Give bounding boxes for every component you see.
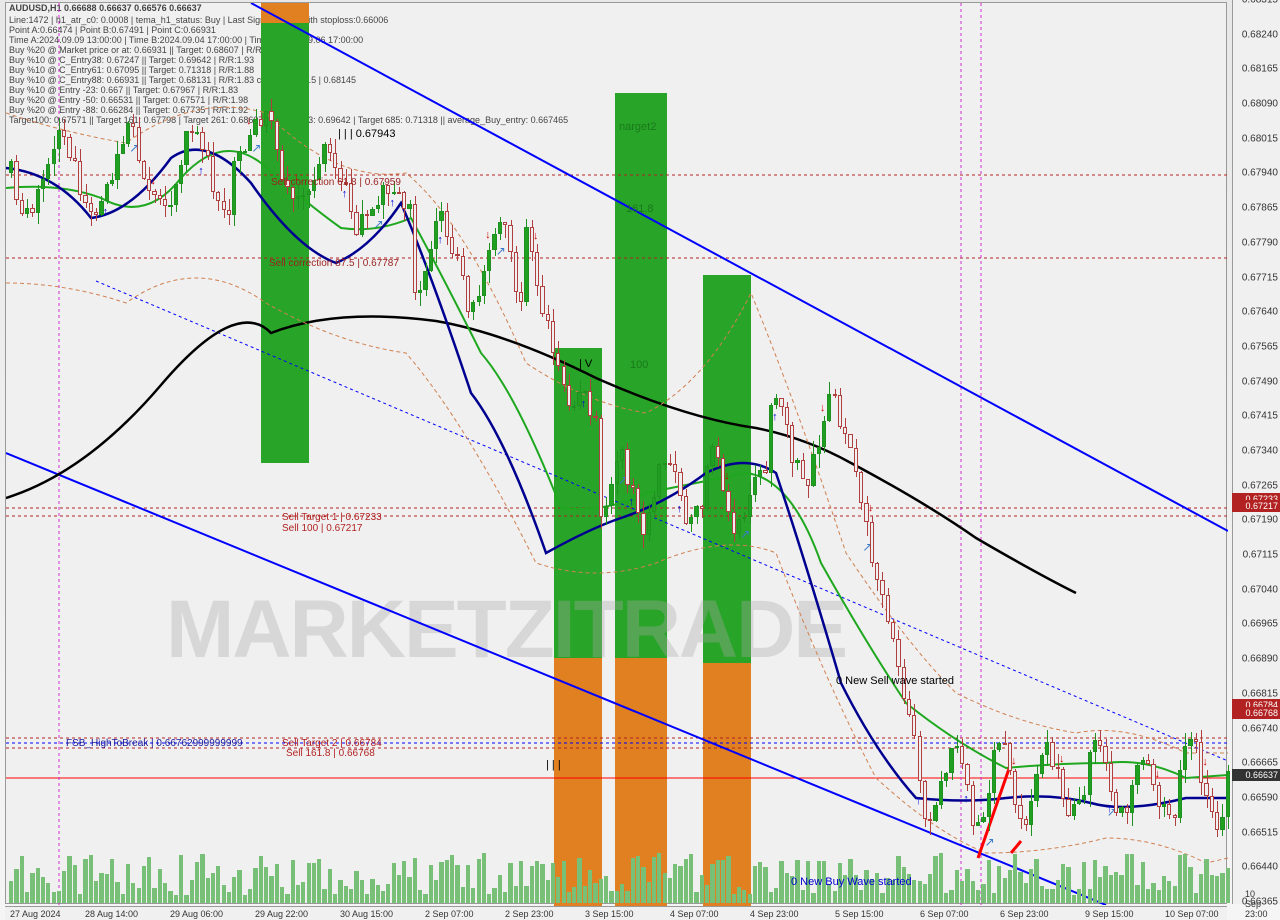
anno-sell-corr87: Sell correction 87.5 | 0.67787 bbox=[269, 258, 399, 269]
y-tick: 0.67040 bbox=[1242, 584, 1278, 595]
arrow-down-icon: ↓ bbox=[868, 502, 874, 514]
arrow-down-icon: ↓ bbox=[246, 115, 252, 127]
y-tick: 0.67790 bbox=[1242, 237, 1278, 248]
anno-sell-wave: 0 New Sell wave started bbox=[836, 675, 954, 687]
y-tick: 0.66890 bbox=[1242, 654, 1278, 665]
x-tick: 5 Sep 15:00 bbox=[835, 909, 884, 919]
arrow-up-icon: ↑ bbox=[963, 793, 969, 805]
y-tick: 0.66740 bbox=[1242, 723, 1278, 734]
arrow-ne-icon: ↗ bbox=[740, 527, 750, 541]
y-tick: 0.68240 bbox=[1242, 29, 1278, 40]
y-tick: 0.67715 bbox=[1242, 272, 1278, 283]
x-tick: 2 Sep 23:00 bbox=[505, 909, 554, 919]
y-tick: 0.66440 bbox=[1242, 862, 1278, 873]
arrow-up-icon: ↑ bbox=[342, 188, 348, 200]
y-tick: 0.66815 bbox=[1242, 688, 1278, 699]
arrow-up-icon: ↑ bbox=[772, 411, 778, 423]
x-tick: 27 Aug 2024 bbox=[10, 909, 61, 919]
arrow-ne-icon: ↗ bbox=[251, 141, 261, 155]
arrow-down-icon: ↓ bbox=[724, 470, 730, 482]
anno-buy-wave: 0 New Buy Wave started bbox=[791, 876, 912, 888]
anno-sell-161: Sell 161.8 | 0.66768 bbox=[286, 748, 375, 759]
anno-price: | | | 0.67943 bbox=[338, 128, 396, 140]
arrow-down-icon: ↓ bbox=[1202, 756, 1208, 768]
arrow-up-icon: ↑ bbox=[198, 165, 204, 177]
y-tick: 0.67490 bbox=[1242, 376, 1278, 387]
anno-target2: narget2 bbox=[619, 121, 656, 133]
arrow-ne-icon: ↗ bbox=[985, 835, 995, 849]
y-tick: 0.68315 bbox=[1242, 0, 1278, 6]
arrow-down-icon: ↓ bbox=[1011, 755, 1017, 767]
y-tick: 0.67115 bbox=[1243, 550, 1278, 561]
x-tick: 2 Sep 07:00 bbox=[425, 909, 474, 919]
x-tick: 4 Sep 07:00 bbox=[670, 909, 719, 919]
arrow-down-icon: ↓ bbox=[533, 230, 539, 242]
x-tick: 4 Sep 23:00 bbox=[750, 909, 799, 919]
anno-sell-corr61: Sell correction 61.8 | 0.67959 bbox=[271, 177, 401, 188]
arrow-down-icon: ↓ bbox=[1059, 753, 1065, 765]
arrow-up-icon: ↑ bbox=[629, 496, 635, 508]
y-tick: 0.68015 bbox=[1242, 133, 1278, 144]
chart-container: AUDUSD,H1 0.66688 0.66637 0.66576 0.6663… bbox=[0, 0, 1280, 920]
y-tick: 0.66515 bbox=[1242, 827, 1278, 838]
x-tick: 28 Aug 14:00 bbox=[85, 909, 138, 919]
y-tick: 0.66965 bbox=[1242, 619, 1278, 630]
arrow-up-icon: ↑ bbox=[390, 197, 396, 209]
y-tick: 0.67415 bbox=[1242, 411, 1278, 422]
x-tick: 10 Sep 23:00 bbox=[1245, 889, 1268, 919]
x-axis: 27 Aug 2024 28 Aug 14:00 29 Aug 06:00 29 Au… bbox=[5, 906, 1227, 920]
arrow-down-icon: ↓ bbox=[150, 175, 156, 187]
arrow-ne-icon: ↗ bbox=[496, 244, 506, 258]
y-tick: 0.67640 bbox=[1242, 307, 1278, 318]
arrow-ne-icon: ↗ bbox=[374, 217, 384, 231]
anno-fsb: FSB_HighToBreak | 0.66762999999999 bbox=[66, 738, 243, 749]
y-tick: 0.68165 bbox=[1242, 64, 1278, 75]
y-tick: 0.67565 bbox=[1242, 341, 1278, 352]
anno-III: | | | bbox=[546, 759, 561, 771]
anno-sell-100: Sell 100 | 0.67217 bbox=[282, 523, 362, 534]
y-tick: 0.66665 bbox=[1242, 758, 1278, 769]
arrow-up-icon: ↑ bbox=[103, 206, 109, 218]
x-tick: 30 Aug 15:00 bbox=[340, 909, 393, 919]
y-tick: 0.67865 bbox=[1242, 203, 1278, 214]
arrow-up-icon: ↑ bbox=[437, 234, 443, 246]
x-tick: 6 Sep 07:00 bbox=[920, 909, 969, 919]
y-tick: 0.67190 bbox=[1242, 515, 1278, 526]
price-marker: 0.67217 bbox=[1232, 500, 1280, 512]
price-marker: 0.66637 bbox=[1232, 769, 1280, 781]
anno-sell-t1: Sell Target 1 | 0.67233 bbox=[282, 512, 382, 523]
chart-area[interactable]: AUDUSD,H1 0.66688 0.66637 0.66576 0.6663… bbox=[5, 2, 1227, 904]
y-tick: 0.67940 bbox=[1242, 168, 1278, 179]
y-tick: 0.67265 bbox=[1242, 480, 1278, 491]
y-tick: 0.66590 bbox=[1242, 792, 1278, 803]
arrow-down-icon: ↓ bbox=[1155, 768, 1161, 780]
anno-100: 100 bbox=[630, 359, 648, 371]
x-tick: 6 Sep 23:00 bbox=[1000, 909, 1049, 919]
y-tick: 0.67340 bbox=[1242, 446, 1278, 457]
arrow-down-icon: ↓ bbox=[485, 229, 491, 241]
x-tick: 10 Sep 07:00 bbox=[1165, 909, 1219, 919]
candles-layer: ↑↗↓↑↓↗↓↑↗↑↑↓↗↓↑↗↑↑↓↗↑↓↗↓↑↑↗↓↓↑↗↓↓ bbox=[6, 3, 1226, 903]
arrow-up-icon: ↑ bbox=[676, 503, 682, 515]
anno-IV: | V bbox=[579, 358, 592, 370]
price-marker: 0.66768 bbox=[1232, 707, 1280, 719]
x-tick: 29 Aug 06:00 bbox=[170, 909, 223, 919]
x-tick: 9 Sep 15:00 bbox=[1085, 909, 1134, 919]
x-tick: 29 Aug 22:00 bbox=[255, 909, 308, 919]
arrow-down-icon: ↓ bbox=[820, 402, 826, 414]
arrow-up-icon: ↑ bbox=[581, 398, 587, 410]
anno-161: 161.8 bbox=[626, 203, 654, 215]
arrow-up-icon: ↑ bbox=[916, 795, 922, 807]
y-tick: 0.68090 bbox=[1242, 99, 1278, 110]
x-tick: 3 Sep 15:00 bbox=[585, 909, 634, 919]
